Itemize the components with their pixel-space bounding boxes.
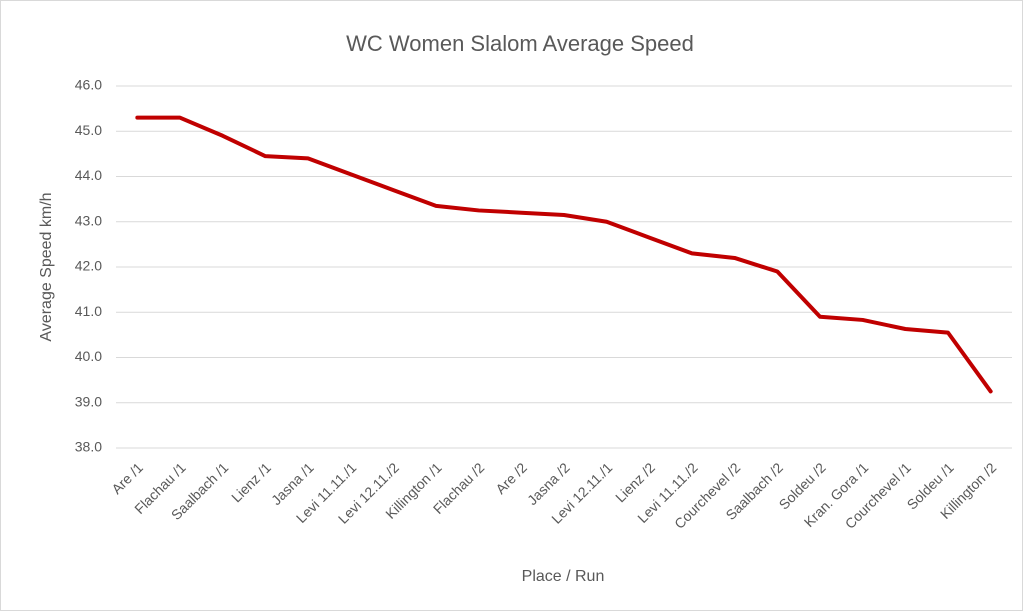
- y-tick-label: 43.0: [75, 212, 102, 228]
- y-axis-label: Average Speed km/h: [38, 192, 55, 341]
- y-tick-label: 39.0: [75, 393, 102, 409]
- data-line: [135, 115, 993, 394]
- y-tick-label: 45.0: [75, 122, 102, 138]
- y-tick-label: 42.0: [75, 258, 102, 274]
- y-tick-label: 40.0: [75, 348, 102, 364]
- chart-title: WC Women Slalom Average Speed: [346, 31, 694, 56]
- y-tick-label: 44.0: [75, 167, 102, 183]
- x-axis-label: Place / Run: [522, 568, 605, 585]
- y-tick-label: 46.0: [75, 77, 102, 93]
- y-tick-label: 38.0: [75, 439, 102, 455]
- y-tick-label: 41.0: [75, 303, 102, 319]
